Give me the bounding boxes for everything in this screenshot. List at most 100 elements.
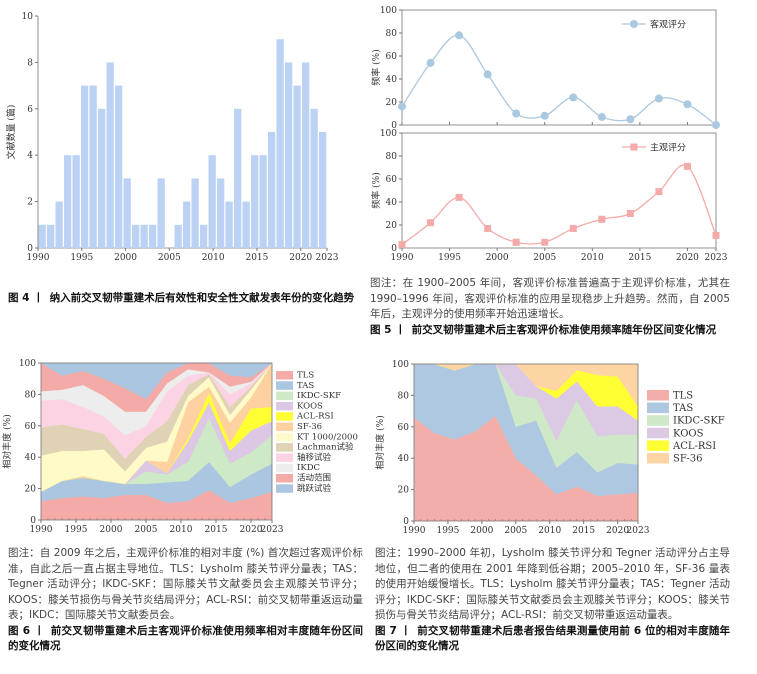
fig6-legend-label: 跳跃试验 — [297, 483, 332, 494]
fig5-subjective-x-tick-label: 1995 — [438, 253, 461, 263]
fig4-bar-1996 — [89, 85, 97, 248]
fig7-y-tick-label: 0 — [403, 517, 409, 527]
fig4-y-tick-label: 8 — [27, 58, 33, 68]
fig5-subjective-y-tick-label: 20 — [386, 221, 398, 231]
fig6-title: 图 6 丨前交叉韧带重建术后主客观评价标准使用频率相对丰度随年份区间的变化情况 — [8, 624, 363, 655]
fig6-y-tick-label: 100 — [19, 359, 36, 369]
fig4-bar-2008 — [191, 178, 199, 248]
fig6-legend-swatch — [276, 422, 293, 431]
fig5-subjective-point-2005 — [541, 238, 549, 246]
fig4-x-tick-label: 2000 — [114, 253, 137, 263]
fig4-y-tick-label: 6 — [27, 105, 33, 115]
fig5-subjective-point-1999 — [484, 224, 492, 232]
fig5-subjective-panel: 0 20 40 60 80 100 1990 1995 2000 2005 2010 2015 2020… — [370, 129, 728, 263]
fig4-bar-1990 — [38, 224, 46, 248]
fig7-legend-label: SF-36 — [673, 454, 702, 465]
fig5-subjective-point-2023 — [712, 231, 720, 239]
fig6-legend-label: IKDC — [297, 463, 320, 473]
fig5-objective-point-2014 — [626, 115, 635, 124]
fig5-subjective-x-tick-label: 2005 — [533, 253, 556, 263]
fig5-objective-plot-frame — [401, 9, 717, 126]
fig6-legend-label: 活动范围 — [297, 473, 331, 484]
fig5-subjective-point-2011 — [598, 215, 606, 223]
fig5-subjective-line — [401, 164, 717, 246]
fig5-title-text: 前交叉韧带重建术后主客观评价标准使用频率随年份区间变化情况 — [411, 323, 717, 336]
fig7-legend-swatch — [647, 453, 669, 464]
fig4-x-tick-label: 2023 — [316, 253, 339, 263]
fig6-x-tick-label: 1990 — [30, 525, 53, 535]
fig6-x-tick-label: 1995 — [65, 525, 88, 535]
fig6-title-text: 前交叉韧带重建术后主客观评价标准使用频率相对丰度随年份区间的变化情况 — [8, 624, 363, 653]
fig6-legend-label: 轴移试验 — [297, 452, 332, 463]
fig4-bar-2006 — [174, 224, 182, 248]
fig5-objective-y-tick-label: 40 — [386, 75, 398, 85]
fig6-legend-swatch — [276, 401, 293, 411]
fig4-bar-2003 — [149, 224, 157, 248]
fig7-x-tick-label: 2005 — [504, 526, 527, 536]
fig5-subjective-point-1996 — [455, 193, 463, 201]
fig5-objective-y-tick-label: 20 — [386, 98, 398, 108]
fig6-y-tick-label: 40 — [25, 453, 37, 463]
fig6-legend-swatch — [276, 453, 293, 462]
fig7-x-tick-label: 2010 — [538, 526, 561, 536]
fig6-y-tick-label: 80 — [25, 390, 37, 400]
fig7-plot-frame — [413, 363, 639, 522]
fig4-bar-2002 — [140, 224, 148, 248]
fig6-x-tick-label: 2010 — [170, 525, 193, 535]
fig6-x-tick-label: 2023 — [261, 525, 284, 535]
fig6-x-tick-label: 2005 — [135, 525, 158, 535]
fig4-bar-2009 — [200, 224, 208, 248]
fig4-bar-2010 — [208, 155, 216, 248]
fig4-x-tick-label: 2020 — [289, 253, 312, 263]
fig4-y-tick-label: 2 — [27, 198, 33, 208]
fig7-legend-swatch — [647, 440, 669, 451]
fig7-chart: 0 20 40 60 80 100 1990 1995 2000 2005 2010 2015 2020… — [374, 360, 725, 536]
fig4-x-tick-label: 1990 — [27, 253, 50, 263]
fig5-subjective-x-tick-label: 2020 — [676, 253, 699, 263]
fig6-x-tick-label: 2015 — [205, 525, 228, 535]
fig7-y-axis-label: 相对丰度 (%) — [374, 415, 386, 469]
fig4-bar-2013 — [234, 108, 242, 248]
fig7-x-tick-label: 2015 — [572, 526, 595, 536]
fig6-legend-swatch — [276, 432, 293, 442]
fig4-bar-2015 — [251, 155, 259, 248]
fig6-legend-label: Lachman试验 — [297, 442, 354, 453]
fig6-note: 图注：自 2009 年之后，主观评价标准的相对丰度 (%) 首次超过客观评价标准… — [8, 547, 363, 621]
fig4-title: 图 4 丨纳入前交叉韧带重建术后有效性和安全性文献发表年份的变化趋势 — [8, 291, 363, 307]
fig6-legend-swatch — [276, 443, 293, 452]
fig4-bar-2021 — [302, 62, 310, 249]
fig6-legend-swatch — [276, 412, 293, 421]
fig7-y-tick-label: 80 — [398, 391, 410, 401]
fig4-bar-1998 — [106, 62, 114, 249]
fig6-caption: 图注：自 2009 年之后，主观评价标准的相对丰度 (%) 首次超过客观评价标准… — [8, 546, 363, 655]
fig5-subjective-x-tick-label: 2015 — [628, 253, 651, 263]
fig7-x-tick-label: 2000 — [470, 526, 493, 536]
fig4-bar-2023 — [319, 132, 327, 248]
fig4-bar-1992 — [55, 201, 63, 248]
fig5-objective-y-tick-label: 0 — [391, 121, 397, 131]
fig7-y-tick-label: 40 — [398, 454, 410, 464]
fig6-x-tick-label: 2000 — [100, 525, 123, 535]
fig5-subjective-x-tick-label: 2023 — [705, 253, 728, 263]
fig7-legend-label: IKDC-SKF — [673, 416, 725, 427]
fig5-subjective-y-tick-label: 40 — [386, 198, 398, 208]
fig4-x-tick-label: 2010 — [202, 253, 225, 263]
fig6-legend-label: TAS — [297, 381, 314, 391]
fig4-title-text: 纳入前交叉韧带重建术后有效性和安全性文献发表年份的变化趋势 — [49, 292, 355, 304]
fig5-label: 图 5 丨 — [370, 323, 406, 336]
fig7-legend-swatch — [647, 415, 669, 426]
fig4-bar-2017 — [268, 132, 276, 248]
fig7-y-tick-label: 100 — [392, 360, 409, 370]
fig5-objective-point-1990 — [398, 102, 406, 111]
fig6-y-tick-label: 60 — [25, 422, 37, 432]
fig6-legend-swatch — [276, 371, 293, 380]
fig7-x-tick-label: 1990 — [403, 526, 426, 536]
fig5-subjective-point-1990 — [398, 241, 406, 249]
fig4-x-tick-label: 2015 — [245, 253, 268, 263]
fig5-subjective-y-tick-label: 0 — [391, 244, 397, 254]
fig5-subjective-x-tick-label: 1990 — [391, 253, 414, 263]
fig6-y-tick-label: 20 — [25, 485, 37, 495]
fig5-subjective-legend-label: 主观评分 — [650, 142, 686, 154]
fig6-legend-label: KT 1000/2000 — [297, 432, 358, 442]
fig6-legend-swatch — [276, 484, 293, 493]
